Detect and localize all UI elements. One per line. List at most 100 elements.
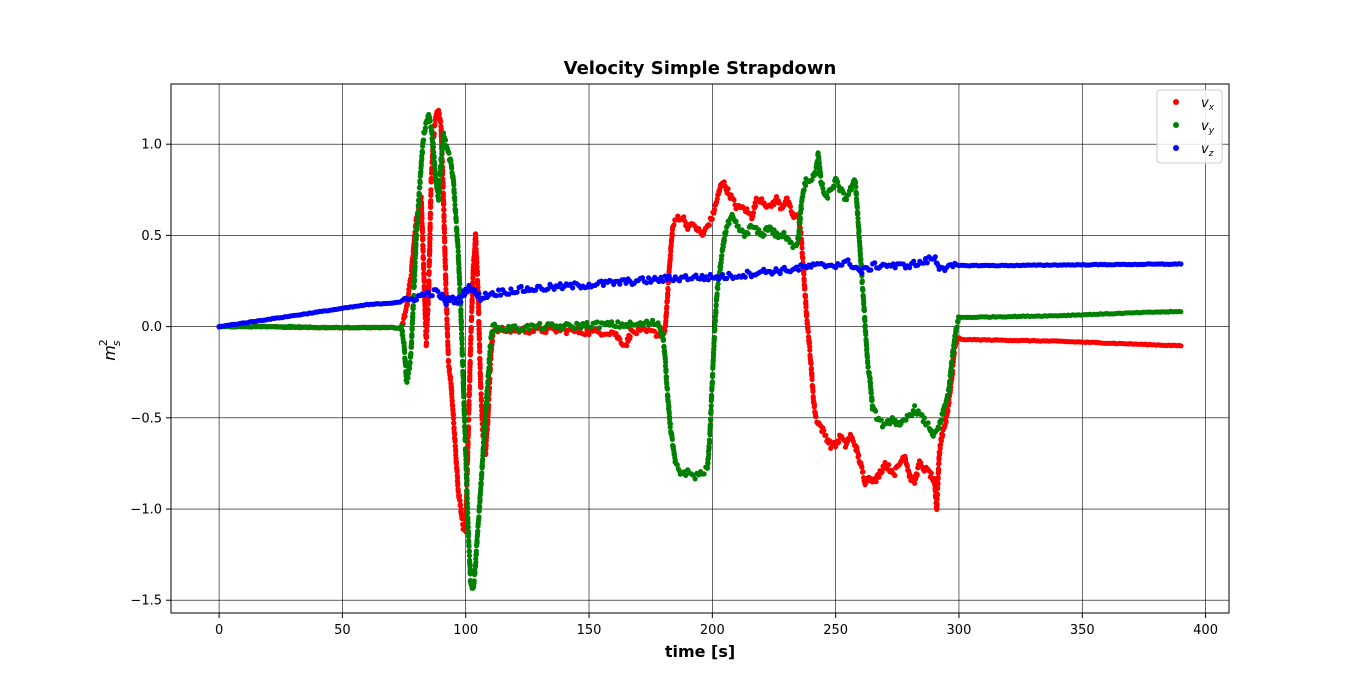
- data-point: [463, 467, 469, 473]
- data-point: [426, 258, 432, 264]
- data-point: [454, 469, 460, 475]
- data-point: [436, 184, 443, 190]
- data-point: [450, 415, 457, 421]
- data-point: [409, 327, 415, 333]
- data-point: [445, 333, 451, 340]
- data-point: [421, 284, 427, 290]
- data-point: [825, 195, 831, 201]
- data-point: [949, 358, 955, 365]
- x-tick-label: 150: [577, 623, 602, 638]
- data-point: [711, 352, 717, 358]
- data-point: [465, 520, 471, 526]
- data-point: [794, 240, 800, 247]
- data-point: [473, 241, 479, 247]
- data-point: [526, 327, 533, 333]
- data-point: [468, 345, 474, 351]
- data-point: [928, 470, 934, 476]
- data-point: [451, 420, 457, 426]
- data-point: [467, 571, 473, 577]
- data-point: [462, 438, 468, 444]
- data-point: [426, 278, 432, 284]
- data-point: [761, 232, 767, 238]
- data-point: [865, 364, 871, 370]
- data-point: [404, 302, 410, 308]
- data-point: [474, 271, 481, 277]
- data-point: [936, 456, 942, 462]
- data-point: [479, 404, 485, 410]
- data-point: [707, 438, 713, 444]
- data-point: [475, 528, 481, 534]
- data-point: [664, 386, 671, 392]
- data-point: [481, 436, 487, 442]
- data-point: [805, 324, 811, 330]
- data-point: [709, 394, 715, 400]
- legend-label-z: vz: [1201, 142, 1214, 159]
- data-point: [625, 324, 631, 330]
- data-point: [721, 179, 727, 185]
- data-point: [461, 387, 467, 393]
- data-point: [424, 334, 430, 340]
- data-point: [805, 329, 811, 335]
- data-point: [477, 344, 483, 350]
- data-point: [856, 452, 862, 458]
- data-point: [425, 307, 431, 313]
- data-point: [570, 285, 576, 291]
- data-point: [656, 278, 662, 285]
- x-tick-label: 100: [453, 623, 478, 638]
- data-point: [633, 331, 640, 337]
- data-point: [759, 196, 765, 202]
- data-point: [596, 325, 602, 331]
- data-point: [753, 203, 759, 209]
- data-point: [477, 497, 483, 503]
- data-point: [413, 234, 419, 240]
- data-point: [420, 243, 426, 249]
- data-point: [463, 453, 469, 459]
- data-point: [420, 255, 426, 261]
- series-v-y: [216, 111, 1184, 591]
- data-point: [474, 259, 480, 265]
- data-point: [914, 471, 920, 478]
- data-point: [427, 235, 433, 241]
- data-point: [665, 287, 671, 293]
- data-point: [925, 420, 931, 426]
- data-point: [811, 402, 818, 408]
- data-point: [441, 206, 447, 212]
- data-point: [452, 438, 458, 445]
- data-point: [946, 388, 952, 394]
- data-point: [644, 280, 650, 286]
- data-point: [453, 448, 459, 455]
- data-point: [452, 431, 458, 437]
- data-point: [623, 280, 629, 286]
- data-point: [858, 256, 864, 262]
- data-point: [872, 260, 878, 266]
- data-point: [705, 465, 711, 471]
- data-point: [721, 238, 728, 244]
- data-point: [443, 280, 449, 286]
- data-point: [455, 248, 461, 254]
- data-point: [420, 236, 426, 242]
- data-point: [442, 266, 449, 272]
- data-point: [450, 403, 456, 409]
- data-point: [466, 392, 472, 398]
- data-point: [584, 319, 590, 326]
- data-point: [804, 320, 811, 326]
- data-point: [464, 481, 470, 487]
- data-point: [444, 310, 450, 317]
- data-point: [683, 472, 689, 478]
- data-point: [467, 377, 473, 384]
- data-point: [427, 231, 433, 237]
- data-point: [474, 255, 480, 261]
- data-point: [444, 326, 450, 332]
- data-point: [915, 262, 921, 268]
- data-point: [481, 428, 487, 434]
- data-point: [426, 269, 432, 275]
- data-point: [674, 462, 680, 468]
- data-point: [425, 301, 431, 307]
- data-point: [912, 403, 918, 409]
- data-point: [802, 294, 809, 300]
- data-point: [663, 359, 669, 365]
- data-point: [496, 287, 502, 293]
- data-point: [405, 375, 411, 381]
- data-point: [421, 261, 427, 267]
- legend-label-x: vx: [1201, 96, 1215, 113]
